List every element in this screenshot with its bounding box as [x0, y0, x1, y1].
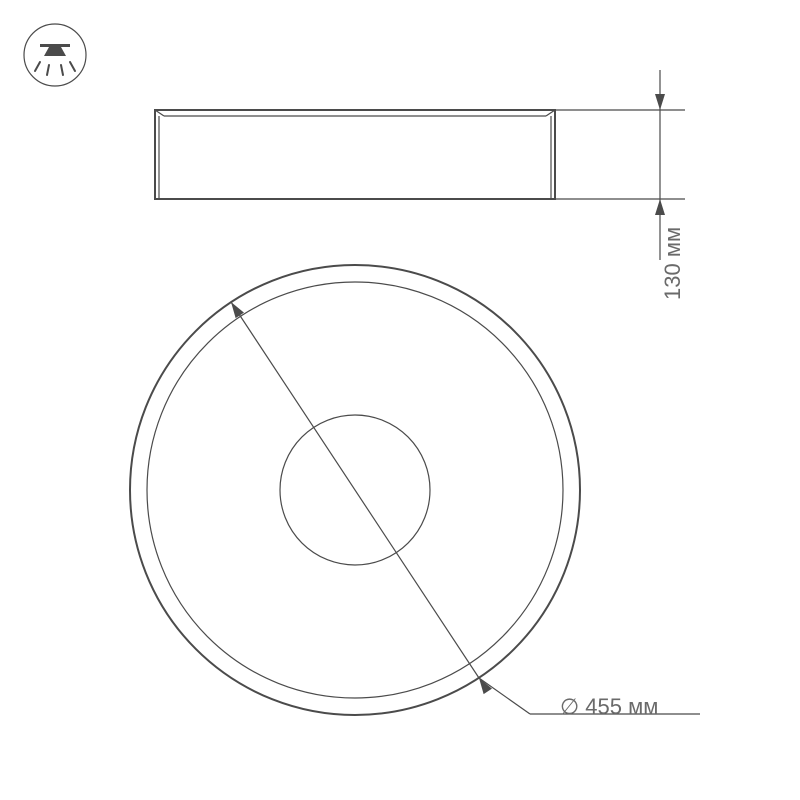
- diameter-label: ∅ 455 мм: [560, 694, 658, 719]
- top-view: [130, 265, 580, 715]
- side-elevation: [155, 110, 555, 199]
- height-label: 130 мм: [660, 227, 685, 300]
- diameter-line: [231, 302, 479, 678]
- downlight-icon: [24, 24, 86, 86]
- dimension-diameter: ∅ 455 мм: [479, 678, 700, 719]
- dimension-height: 130 мм: [555, 70, 685, 300]
